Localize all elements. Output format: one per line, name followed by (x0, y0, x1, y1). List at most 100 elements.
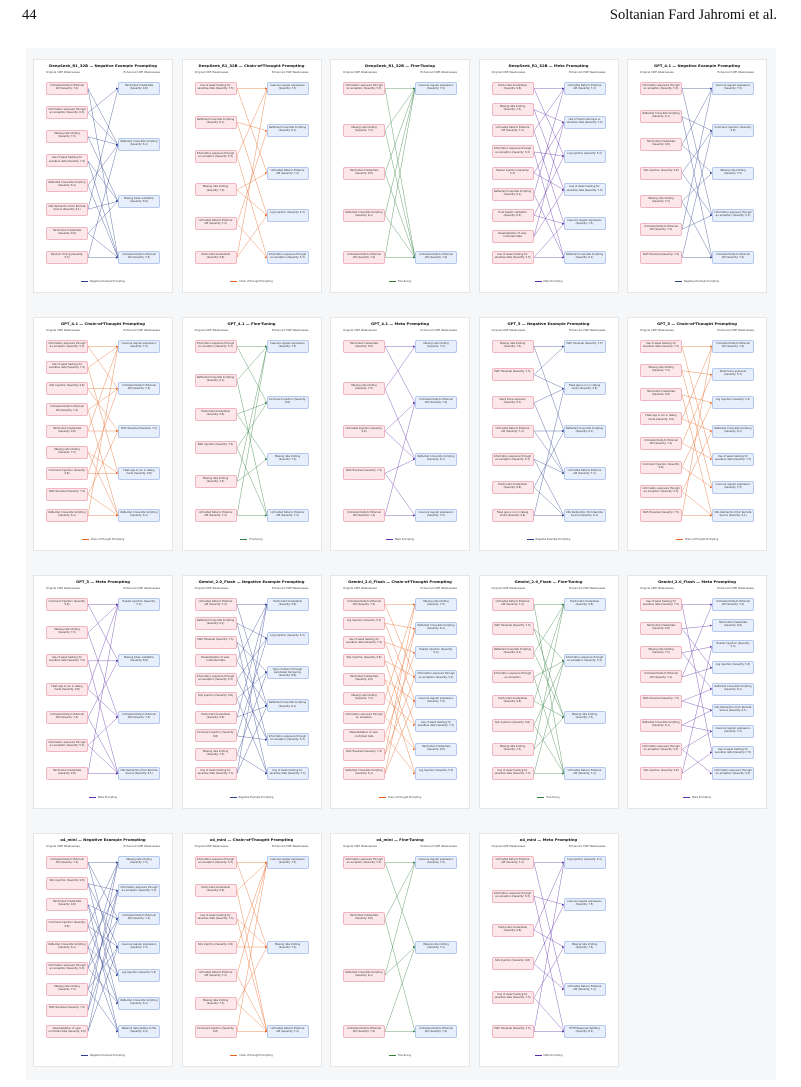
enhanced-cwe-node: Insecure regular expression (Severity: 7… (712, 724, 754, 738)
legend-label: Fine-Tuning (397, 1054, 412, 1057)
enhanced-cwe-node: Command Injection (Severity: 9.8) (712, 124, 754, 138)
original-cwe-node: SQL Injection (Severity: 9.8) (640, 767, 682, 780)
mapping-edge (384, 402, 416, 432)
enhanced-cwe-node: Header Injection (Severity: 5.3) (118, 598, 160, 611)
original-cwe-node: Missing rate limiting (Severity: 7.5) (46, 982, 88, 996)
mapping-edge (533, 862, 564, 931)
enhanced-cwe-node: Path Traversal (Severity: 7.5) (563, 340, 606, 353)
panel-legend: Negative Example Prompting (480, 538, 618, 541)
original-column-label: Original CWE Weaknesses (46, 71, 80, 74)
edge-arrowhead (264, 1030, 267, 1033)
mapping-edge (681, 374, 713, 444)
enhanced-cwe-node: Missing rate limiting (Severity: 7.5) (563, 940, 606, 954)
mapping-edge (533, 963, 564, 990)
edge-arrowhead (710, 624, 712, 627)
legend-swatch (230, 280, 238, 283)
mapping-edge (533, 725, 564, 774)
original-column-label: Original CWE Weaknesses (343, 71, 377, 74)
original-cwe-node: Untrusted Data to External API (Severity… (194, 598, 237, 611)
edge-arrowhead (413, 675, 415, 678)
edge-layer (533, 87, 564, 259)
edge-arrowhead (413, 1030, 415, 1033)
mapping-edge (87, 660, 119, 774)
mapping-edge (533, 346, 564, 432)
legend-label: Fine-Tuning (249, 538, 263, 541)
enhanced-cwe-node: Untrusted Data to External API (Severity… (118, 251, 160, 264)
original-cwe-node: Header Injection (Severity: 5.3) (491, 166, 534, 180)
edge-arrowhead (116, 716, 118, 719)
original-cwe-node: SQL Injection (Severity: 9.8) (194, 691, 237, 705)
edge-arrowhead (413, 946, 415, 948)
mapping-edge (236, 447, 267, 516)
mapping-edge (87, 604, 119, 661)
mapping-edge (236, 705, 267, 774)
mapping-edge (87, 88, 119, 145)
mapping-edge (87, 346, 119, 389)
legend-label: Chain-of-Thought Prompting (239, 1054, 273, 1057)
mapping-edge (681, 467, 713, 488)
enhanced-cwe-node: Information exposure through an exceptio… (266, 733, 309, 747)
original-cwe-node: SQL Injection (Severity: 9.8) (491, 957, 534, 971)
original-column-label: Original CWE Weaknesses (194, 845, 229, 848)
enhanced-cwe-node: URL Redirection from Remote Source (Seve… (563, 509, 606, 522)
legend-label: Fine-Tuning (546, 796, 560, 799)
enhanced-cwe-node: Untrusted Data to External API (Severity… (266, 166, 309, 180)
original-cwe-node: Untrusted Data to External API (Severity… (491, 124, 534, 138)
mapping-edge (236, 402, 267, 415)
enhanced-column-label: Enhanced CWE Weaknesses (717, 329, 754, 332)
mapping-edge (87, 452, 119, 516)
panel-legend: Fine-Tuning (331, 280, 469, 283)
mapping-edge (681, 491, 713, 516)
enhanced-cwe-node: Log Injection (Severity: 5.3) (415, 767, 457, 780)
enhanced-cwe-node: Type confusion through parameter tamperi… (266, 665, 309, 679)
enhanced-column-label: Enhanced CWE Weaknesses (420, 329, 457, 332)
mapping-edge (87, 862, 119, 1011)
enhanced-column-label: Enhanced CWE Weaknesses (272, 71, 309, 74)
mapping-panel: o4_mini — Negative Example Prompting Orig… (33, 833, 173, 1067)
mapping-edge (533, 904, 564, 965)
mapping-edge (384, 346, 416, 389)
mapping-edge (533, 430, 564, 488)
mapping-edge (236, 862, 267, 948)
mapping-edge (533, 604, 564, 774)
edge-arrowhead (710, 256, 712, 259)
enhanced-cwe-node: Use of weak hashing for sensitive data (… (266, 767, 309, 780)
mapping-edge (384, 700, 416, 774)
edge-arrowhead (561, 387, 564, 390)
enhanced-column-label: Enhanced CWE Weaknesses (569, 71, 606, 74)
enhanced-cwe-node: Insecure regular expression (Severity: 7… (118, 940, 160, 954)
mapping-edge (384, 641, 416, 653)
mapping-edge (384, 623, 416, 629)
mapping-edge (236, 679, 267, 740)
original-cwe-node: SQL Injection (Severity: 9.8) (640, 166, 682, 180)
original-column-label: Original CWE Weaknesses (46, 845, 80, 848)
mapping-edge (681, 130, 713, 174)
enhanced-cwe-node: Untrusted Data to External API (Severity… (563, 466, 606, 480)
mapping-edge (236, 604, 267, 661)
edge-arrowhead (264, 87, 267, 90)
original-cwe-node: Untrusted Data to External API (Severity… (46, 82, 88, 95)
enhanced-cwe-node: Untrusted Data to External API (Severity… (712, 340, 754, 353)
mapping-edge (87, 904, 119, 920)
edge-layer (236, 87, 267, 259)
original-cwe-node: Use of weak hashing for sensitive data (… (46, 361, 88, 375)
edge-arrowhead (710, 772, 712, 775)
legend-swatch (526, 538, 534, 541)
mapping-edge (533, 172, 564, 191)
original-cwe-node: Deserialization of user-controlled data (343, 729, 385, 743)
mapping-edge (87, 862, 119, 926)
mapping-edge (384, 346, 416, 403)
original-cwe-node: Log Injection (Severity: 5.3) (343, 616, 385, 630)
mapping-panel: GPT_5 — Chain-of-Thought Prompting Origin… (627, 317, 767, 551)
enhanced-cwe-node: Insecure regular expression (Severity: 7… (415, 82, 457, 95)
mapping-edge (384, 679, 416, 702)
edge-arrowhead (561, 256, 564, 259)
enhanced-cwe-node: Flask app is run in debug mode (Severity… (563, 382, 606, 396)
enhanced-cwe-node: Information exposure through an exceptio… (712, 208, 754, 222)
edge-layer (533, 345, 564, 517)
enhanced-cwe-node: Hardcoded Credentials (Severity: 9.8) (563, 598, 606, 611)
mapping-edge (236, 946, 267, 1004)
mapping-panel: GPT_5 — Meta Prompting Original CWE Weakn… (33, 575, 173, 809)
original-cwe-node: Untrusted Data to External API (Severity… (640, 670, 682, 684)
edge-arrowhead (561, 772, 564, 775)
